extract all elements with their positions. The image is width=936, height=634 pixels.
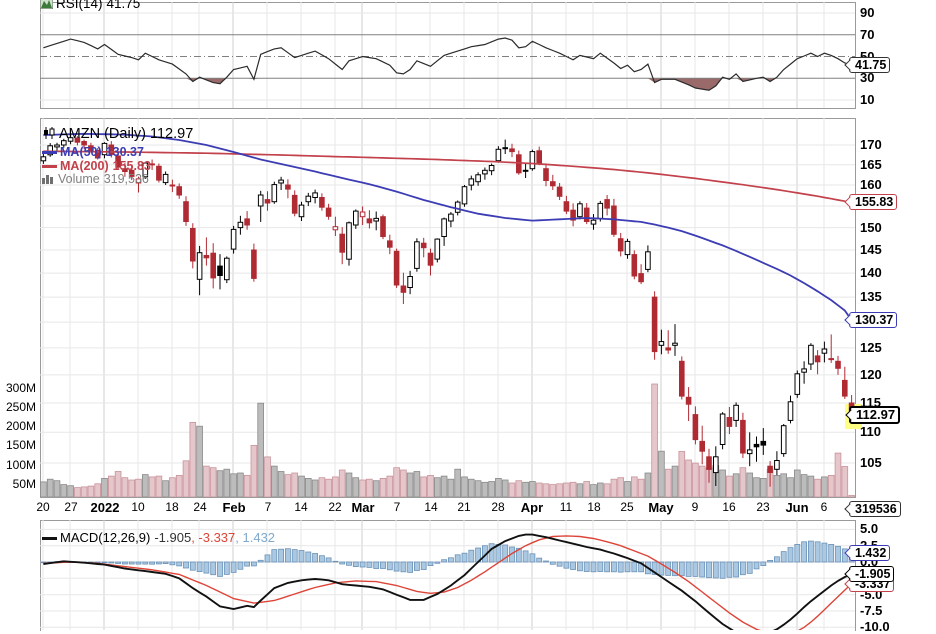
volume-tick: 100M xyxy=(5,458,36,472)
hist-value-tag-text: 1.432 xyxy=(855,546,887,560)
volume-value: 319,536 xyxy=(103,172,149,186)
ma50-value-tag-text: 130.37 xyxy=(855,313,894,327)
symbol-legend: AMZN (Daily) 112.97 xyxy=(42,126,193,143)
rsi-value-tag: 41.75 xyxy=(844,57,891,73)
ma200-value: 155.83 xyxy=(112,159,151,173)
rsi-tick: 10 xyxy=(860,92,875,107)
rsi-value-tag-text: 41.75 xyxy=(855,58,887,72)
macd-tick: -7.5 xyxy=(860,603,883,618)
macd-tick: -10.0 xyxy=(860,619,890,634)
date-tick: 14 xyxy=(424,500,438,514)
volume-value-tag-text: 319536 xyxy=(855,502,897,516)
ma50-line-icon xyxy=(42,151,57,155)
date-tick: 22 xyxy=(328,500,342,514)
date-tick: 18 xyxy=(165,500,179,514)
rsi-icon xyxy=(39,0,54,12)
price-tick: 105 xyxy=(860,455,882,470)
date-tick: 7 xyxy=(264,500,272,514)
price-tick: 125 xyxy=(860,340,882,355)
rsi-panel[interactable] xyxy=(40,2,855,108)
price-panel-border xyxy=(40,118,856,498)
macd-tick: 5.0 xyxy=(860,521,879,536)
date-tick: 24 xyxy=(193,500,207,514)
tag-arrow xyxy=(844,503,856,515)
date-tick: 28 xyxy=(491,500,505,514)
volume-label: Volume xyxy=(58,172,100,186)
ma200-line-icon xyxy=(42,165,57,169)
price-tick: 170 xyxy=(860,137,882,152)
price-tick: 160 xyxy=(860,177,882,192)
rsi-legend-value: 41.75 xyxy=(106,0,141,11)
date-tick: 7 xyxy=(393,500,401,514)
rsi-legend: RSI(14) 41.75 xyxy=(39,0,141,12)
ma200-label: MA(200) xyxy=(60,159,109,173)
rsi-tick: 30 xyxy=(860,70,875,85)
macd-hist-value: , 1.432 xyxy=(235,530,276,545)
date-tick: 11 xyxy=(559,500,573,514)
price-tick: 120 xyxy=(860,367,882,382)
macd-value: -1.905 xyxy=(154,530,192,545)
price-panel[interactable] xyxy=(40,118,855,497)
ma200-value-tag-text: 155.83 xyxy=(855,195,894,209)
volume-tick: 200M xyxy=(5,419,36,433)
rsi-tick: 90 xyxy=(860,5,875,20)
rsi-tick: 70 xyxy=(860,27,875,42)
date-tick: Mar xyxy=(351,500,375,515)
rsi-legend-label: RSI(14) xyxy=(56,0,103,11)
volume-bars-icon xyxy=(42,173,55,187)
price-tick: 135 xyxy=(860,289,882,304)
ma50-label: MA(50) xyxy=(60,145,102,159)
last-price-tag-text: 112.97 xyxy=(856,407,896,422)
macd-signal-value: , -3.337 xyxy=(191,530,236,545)
date-tick: May xyxy=(648,500,674,515)
last-price-tag: 112.97 xyxy=(845,406,901,424)
volume-tick: 250M xyxy=(5,400,36,414)
rsi-panel-border xyxy=(40,2,856,109)
price-tick: 145 xyxy=(860,242,882,257)
date-tick: 18 xyxy=(587,500,601,514)
date-tick: 10 xyxy=(131,500,145,514)
symbol-last-price: 112.97 xyxy=(150,126,194,142)
date-tick: 27 xyxy=(64,500,78,514)
volume-value-tag: 319536 xyxy=(844,501,901,517)
volume-legend: Volume 319,536 xyxy=(42,172,149,187)
macd-legend: MACD(12,26,9) -1.905, -3.337, 1.432 xyxy=(42,530,275,545)
price-tick: 140 xyxy=(860,265,882,280)
macd-line-icon xyxy=(42,537,57,541)
ma200-value-tag: 155.83 xyxy=(844,194,898,210)
date-tick: 16 xyxy=(722,500,736,514)
date-tick: Feb xyxy=(222,500,246,515)
ma50-value-tag: 130.37 xyxy=(844,312,898,328)
price-tick: 150 xyxy=(860,220,882,235)
volume-tick: 50M xyxy=(12,477,36,491)
volume-tick: 150M xyxy=(5,438,36,452)
macd-value-tag: -1.905 xyxy=(844,566,895,582)
macd-value-tag-text: -1.905 xyxy=(855,567,891,581)
price-tick: 165 xyxy=(860,157,882,172)
date-tick: Apr xyxy=(520,500,544,515)
date-tick: 21 xyxy=(457,500,471,514)
ma50-value: 130.37 xyxy=(105,145,144,159)
hist-value-tag: 1.432 xyxy=(844,545,891,561)
date-tick: 20 xyxy=(36,500,50,514)
date-tick: 14 xyxy=(294,500,308,514)
macd-label: MACD(12,26,9) xyxy=(60,530,151,545)
date-tick: 25 xyxy=(620,500,634,514)
volume-tick: 300M xyxy=(5,381,36,395)
date-tick: 2022 xyxy=(90,500,120,515)
date-tick: 23 xyxy=(756,500,770,514)
ma50-legend: MA(50) 130.37 xyxy=(42,145,144,159)
symbol-label: AMZN (Daily) xyxy=(59,126,146,142)
date-tick: 6 xyxy=(820,500,828,514)
date-tick: Jun xyxy=(785,500,809,515)
macd-panel[interactable] xyxy=(40,520,855,630)
price-tick: 110 xyxy=(860,424,881,439)
date-tick: 9 xyxy=(691,500,699,514)
ma200-legend: MA(200) 155.83 xyxy=(42,159,151,173)
candlestick-icon xyxy=(42,127,56,143)
